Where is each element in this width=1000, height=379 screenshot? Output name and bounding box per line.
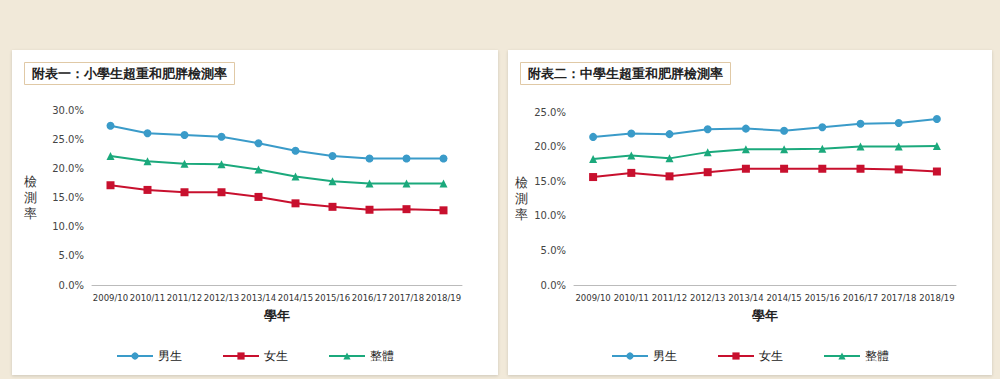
svg-text:2018/19: 2018/19 (919, 293, 954, 303)
svg-text:女生: 女生 (264, 349, 288, 363)
svg-text:檢: 檢 (515, 175, 528, 190)
svg-text:5.0%: 5.0% (541, 245, 566, 256)
svg-text:25.0%: 25.0% (52, 134, 84, 145)
svg-text:5.0%: 5.0% (59, 250, 84, 261)
svg-text:15.0%: 15.0% (52, 192, 84, 203)
svg-text:25.0%: 25.0% (534, 107, 566, 118)
svg-text:10.0%: 10.0% (534, 210, 566, 221)
svg-text:20.0%: 20.0% (534, 141, 566, 152)
svg-text:2015/16: 2015/16 (805, 293, 840, 303)
svg-text:學年: 學年 (264, 308, 290, 323)
svg-text:15.0%: 15.0% (534, 176, 566, 187)
svg-text:2013/14: 2013/14 (241, 293, 276, 303)
svg-text:率: 率 (515, 207, 528, 222)
svg-text:20.0%: 20.0% (52, 163, 84, 174)
svg-text:0.0%: 0.0% (541, 280, 566, 291)
svg-text:2010/11: 2010/11 (614, 293, 649, 303)
svg-text:整體: 整體 (370, 349, 394, 363)
svg-text:2012/13: 2012/13 (204, 293, 239, 303)
svg-text:2017/18: 2017/18 (389, 293, 424, 303)
svg-text:2011/12: 2011/12 (167, 293, 202, 303)
svg-text:0.0%: 0.0% (59, 280, 84, 291)
svg-text:檢: 檢 (24, 174, 37, 189)
svg-text:女生: 女生 (759, 349, 783, 363)
svg-text:測: 測 (515, 191, 528, 206)
svg-text:2010/11: 2010/11 (130, 293, 165, 303)
svg-text:2009/10: 2009/10 (575, 293, 610, 303)
svg-text:男生: 男生 (158, 349, 182, 363)
svg-text:整體: 整體 (865, 349, 889, 363)
svg-text:2016/17: 2016/17 (843, 293, 878, 303)
svg-text:2014/15: 2014/15 (766, 293, 801, 303)
svg-text:附表一：小學生超重和肥胖檢測率: 附表一：小學生超重和肥胖檢測率 (32, 66, 227, 81)
svg-text:測: 測 (24, 190, 37, 205)
svg-text:學年: 學年 (752, 308, 778, 323)
svg-text:2011/12: 2011/12 (652, 293, 687, 303)
svg-text:2018/19: 2018/19 (426, 293, 461, 303)
svg-text:2009/10: 2009/10 (93, 293, 128, 303)
svg-text:30.0%: 30.0% (52, 105, 84, 116)
svg-text:2016/17: 2016/17 (352, 293, 387, 303)
svg-text:2012/13: 2012/13 (690, 293, 725, 303)
svg-text:2015/16: 2015/16 (315, 293, 350, 303)
svg-text:2014/15: 2014/15 (278, 293, 313, 303)
svg-text:10.0%: 10.0% (52, 221, 84, 232)
svg-text:附表二：中學生超重和肥胖檢測率: 附表二：中學生超重和肥胖檢測率 (528, 66, 723, 81)
svg-text:男生: 男生 (653, 349, 677, 363)
svg-text:2017/18: 2017/18 (881, 293, 916, 303)
svg-text:率: 率 (24, 206, 37, 221)
svg-text:2013/14: 2013/14 (728, 293, 763, 303)
